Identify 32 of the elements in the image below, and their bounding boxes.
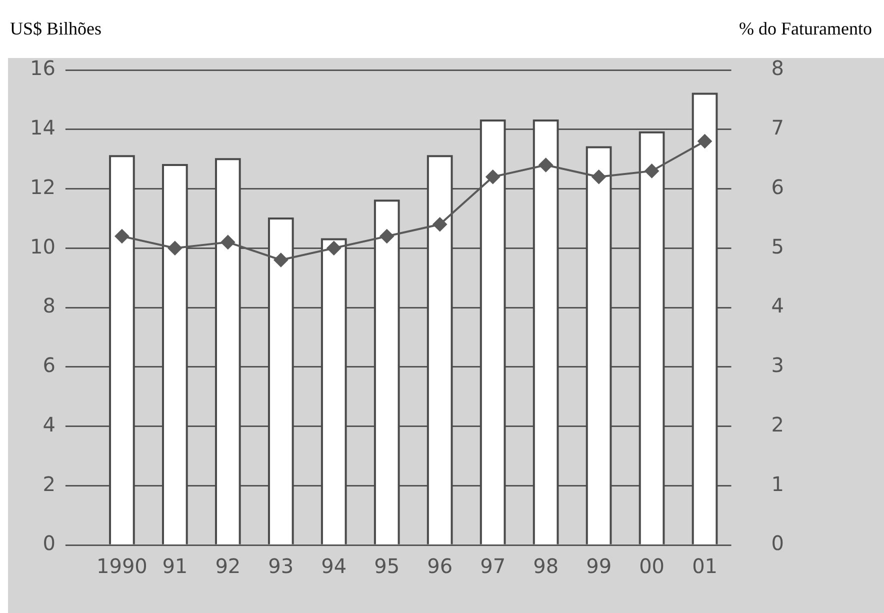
y-tick-label: 12: [30, 174, 56, 199]
x-tick-label: 95: [374, 554, 400, 578]
y2-tick-label: 4: [771, 294, 784, 318]
x-tick-label: 1990: [96, 554, 148, 578]
x-tick-label: 99: [586, 554, 612, 578]
y2-tick-label: 3: [771, 353, 784, 378]
y2-tick-label: 6: [771, 174, 784, 199]
y-tick-label: 6: [42, 353, 56, 378]
y-tick-label: 8: [42, 294, 56, 318]
y2-axis-title: % do Faturamento: [739, 18, 872, 39]
y2-tick-label: 1: [771, 472, 784, 496]
x-tick-label: 92: [215, 554, 241, 578]
x-tick-label: 97: [480, 554, 506, 578]
y-tick-label: 16: [30, 56, 56, 80]
x-tick-label: 93: [268, 554, 294, 578]
x-tick-label: 01: [692, 554, 718, 578]
x-tick-label: 00: [639, 554, 665, 578]
x-tick-label: 96: [427, 554, 453, 578]
x-tick-label: 91: [162, 554, 188, 578]
y-tick-label: 0: [42, 531, 56, 556]
y2-tick-label: 8: [771, 56, 784, 80]
y2-tick-label: 0: [771, 531, 784, 556]
y2-tick-label: 2: [771, 412, 784, 436]
y-tick-label: 4: [42, 412, 56, 436]
y-tick-label: 2: [42, 472, 56, 496]
y-tick-label: 14: [30, 116, 56, 140]
y2-tick-label: 5: [771, 234, 784, 258]
y2-tick-label: 7: [771, 116, 784, 140]
x-tick-label: 94: [321, 554, 347, 578]
y-axis-title: US$ Bilhões: [10, 18, 102, 39]
y-tick-label: 10: [30, 234, 56, 258]
x-tick-label: 98: [533, 554, 559, 578]
